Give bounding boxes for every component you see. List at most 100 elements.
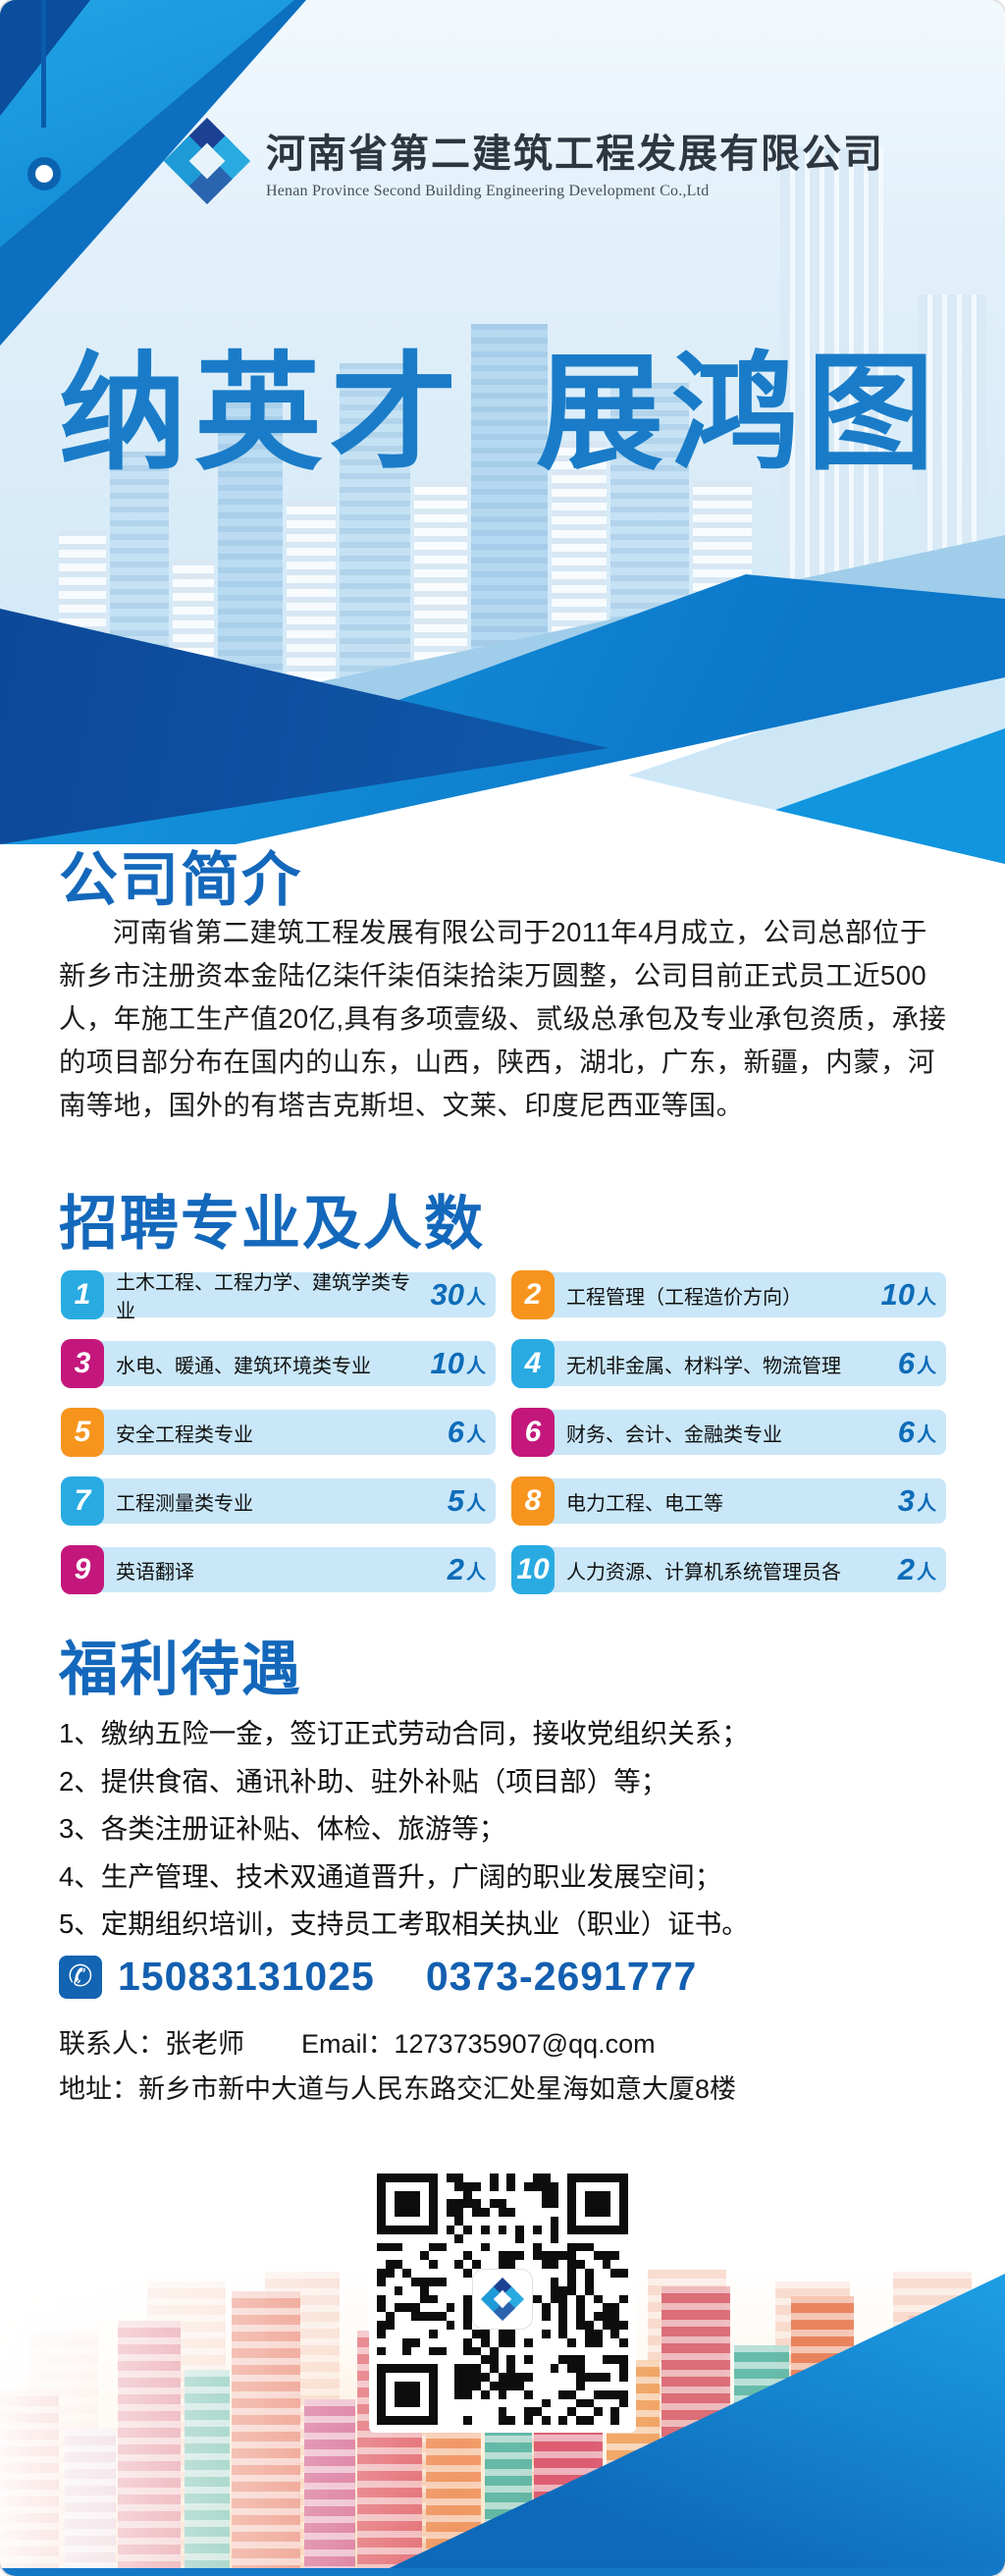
qr-module	[558, 2364, 567, 2373]
qr-module	[481, 2182, 490, 2191]
qr-module	[420, 2321, 429, 2330]
qr-module	[584, 2277, 594, 2286]
qr-module	[394, 2381, 403, 2390]
qr-module	[481, 2191, 490, 2200]
qr-module	[463, 2321, 473, 2330]
qr-module	[428, 2260, 438, 2270]
company-name-cn: 河南省第二建筑工程发展有限公司	[266, 133, 884, 176]
qr-module	[515, 2191, 524, 2200]
qr-module	[610, 2303, 620, 2313]
qr-module	[438, 2217, 447, 2226]
qr-module	[386, 2347, 395, 2356]
qr-module	[472, 2226, 481, 2234]
qr-module	[585, 2355, 594, 2364]
qr-module	[567, 2174, 577, 2182]
qr-module	[463, 2364, 473, 2374]
qr-module	[506, 2355, 516, 2365]
qr-module	[411, 2269, 420, 2278]
qr-module	[567, 2416, 576, 2425]
qr-module	[551, 2382, 559, 2390]
qr-module	[411, 2243, 420, 2252]
qr-module	[377, 2364, 386, 2374]
qr-module	[603, 2295, 611, 2304]
qr-module	[394, 2190, 403, 2200]
qr-module	[567, 2277, 577, 2286]
qr-module	[454, 2243, 463, 2252]
qr-module	[558, 2217, 567, 2226]
qr-module	[480, 2389, 490, 2399]
qr-module	[402, 2260, 411, 2269]
job-major: 财务、会计、金融类专业	[566, 1423, 782, 1446]
qr-module	[515, 2355, 524, 2364]
qr-module	[428, 2407, 438, 2417]
qr-module	[438, 2330, 447, 2338]
qr-module	[463, 2416, 473, 2425]
qr-module	[576, 2260, 585, 2270]
qr-module	[480, 2225, 490, 2234]
qr-module	[402, 2182, 411, 2191]
qr-module	[463, 2260, 472, 2269]
company-name-en: Henan Province Second Building Engineeri…	[266, 183, 710, 199]
qr-module	[584, 2373, 594, 2382]
qr-module	[394, 2225, 403, 2234]
qr-module	[619, 2278, 628, 2286]
qr-module	[438, 2321, 447, 2330]
job-number-badge: 2	[511, 1270, 555, 1319]
qr-module	[454, 2312, 463, 2321]
qr-module	[610, 2407, 620, 2417]
qr-module	[402, 2364, 412, 2374]
qr-module	[438, 2199, 447, 2208]
qr-module	[619, 2382, 628, 2390]
qr-module	[481, 2407, 490, 2416]
qr-module	[386, 2382, 395, 2390]
phone-icon: ✆	[59, 1955, 102, 1999]
qr-module	[524, 2199, 533, 2208]
qr-module	[602, 2373, 611, 2382]
qr-module	[420, 2182, 429, 2191]
qr-module	[619, 2286, 628, 2295]
job-count: 6	[447, 1415, 464, 1449]
qr-module	[438, 2399, 447, 2408]
qr-module	[541, 2398, 551, 2408]
qr-module	[567, 2382, 576, 2390]
qr-module	[533, 2330, 542, 2338]
qr-module	[438, 2295, 447, 2304]
qr-module	[402, 2346, 412, 2356]
qr-module	[619, 2416, 628, 2425]
qr-module	[594, 2382, 603, 2390]
qr-module	[480, 2373, 490, 2382]
benefit-item: 3、各类注册证补贴、体检、旅游等；	[59, 1813, 506, 1844]
qr-module	[386, 2295, 395, 2304]
qr-module	[533, 2286, 542, 2295]
qr-module	[377, 2181, 386, 2191]
qr-module	[402, 2337, 412, 2347]
qr-module	[420, 2330, 429, 2338]
qr-module	[610, 2364, 619, 2373]
qr-module	[551, 2399, 559, 2408]
qr-module	[524, 2217, 533, 2226]
qr-module	[402, 2398, 412, 2408]
qr-module	[498, 2389, 507, 2399]
qr-module	[490, 2251, 499, 2260]
benefit-item: 4、生产管理、技术双通道晋升，广阔的职业发展空间；	[59, 1860, 722, 1892]
qr-module	[551, 2303, 559, 2312]
qr-module	[472, 2191, 481, 2200]
qr-module	[542, 2321, 551, 2330]
qr-module	[602, 2174, 611, 2182]
qr-module	[558, 2382, 567, 2390]
qr-module	[499, 2243, 507, 2252]
qr-module	[593, 2251, 603, 2261]
qr-module	[584, 2190, 594, 2200]
job-major: 人力资源、计算机系统管理员各	[566, 1561, 841, 1583]
qr-module	[506, 2181, 516, 2191]
qr-module	[558, 2251, 568, 2261]
qr-module	[499, 2364, 507, 2373]
qr-module	[532, 2225, 542, 2234]
qr-module	[447, 2407, 455, 2416]
about-body: 河南省第二建筑工程发展有限公司于2011年4月成立，公司总部位于新乡市注册资本金…	[59, 917, 947, 1120]
qr-module	[594, 2416, 603, 2425]
qr-module	[447, 2278, 455, 2286]
qr-module	[532, 2251, 542, 2261]
qr-module	[593, 2174, 603, 2182]
qr-module	[541, 2181, 551, 2191]
